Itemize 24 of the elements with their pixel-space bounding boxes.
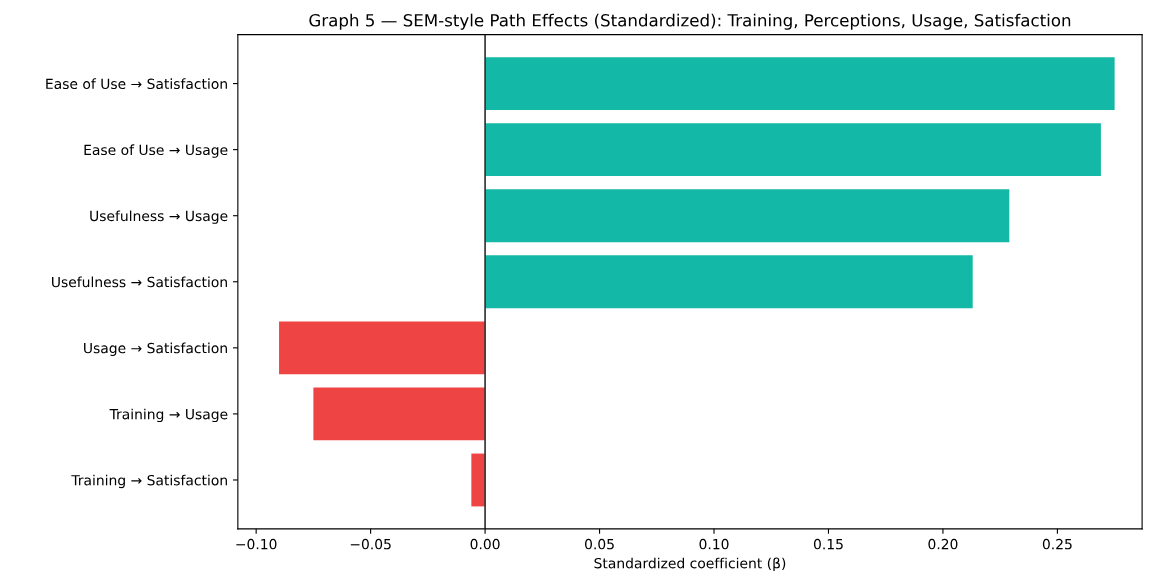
bar (313, 387, 486, 441)
bar (279, 321, 486, 375)
x-tick-label: 0.25 (1042, 538, 1072, 550)
x-tick-label: 0.15 (813, 538, 843, 550)
x-axis-title: Standardized coefficient (β) (594, 557, 786, 572)
bar (485, 255, 973, 309)
x-tick-label: −0.10 (236, 538, 277, 550)
bar (485, 189, 1010, 243)
bar (485, 123, 1101, 177)
x-tick-label: 0.10 (699, 538, 729, 550)
x-tick-label: 0.00 (470, 538, 500, 550)
bar (485, 57, 1115, 110)
y-tick-label: Usage → Satisfaction (84, 342, 227, 357)
y-tick-label: Usefulness → Satisfaction (52, 276, 227, 288)
y-tick-label: Training → Usage (109, 408, 228, 423)
x-tick-label: −0.05 (350, 538, 391, 550)
bar (471, 453, 486, 507)
y-tick-label: Usefulness → Usage (90, 210, 228, 224)
y-tick-label: Ease of Use → Usage (84, 144, 228, 158)
y-tick-label: Training → Satisfaction (71, 474, 227, 489)
x-tick-label: 0.20 (928, 538, 958, 550)
y-tick-label: Ease of Use → Satisfaction (46, 78, 227, 90)
chart-title: Graph 5 — SEM-style Path Effects (Standardized): Training, Perceptions, Usage, Satisfaction (309, 13, 1071, 30)
x-tick-label: 0.05 (585, 538, 614, 550)
